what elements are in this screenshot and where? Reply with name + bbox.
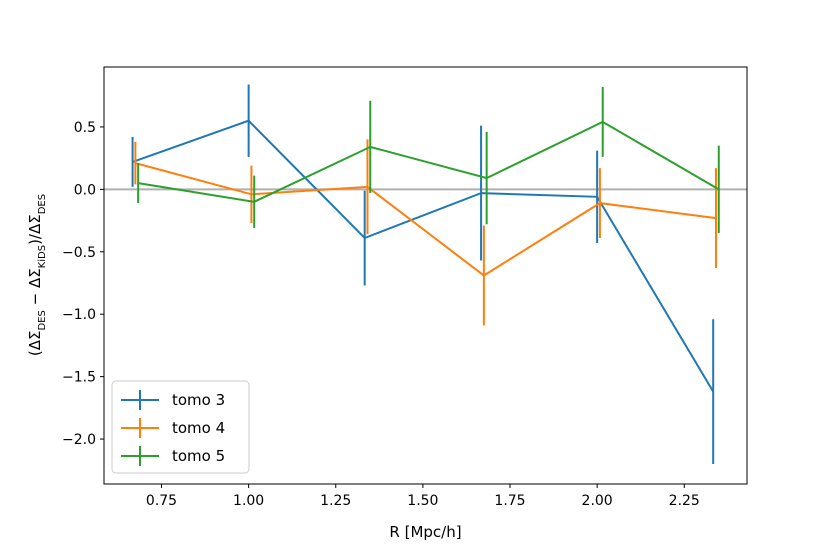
x-axis-label: R [Mpc/h] (389, 523, 461, 541)
x-tick-label-7: 2.25 (669, 493, 700, 509)
y-axis-label: (ΔΣDES − ΔΣKiDS)/ΔΣDES (26, 194, 48, 356)
legend-label-3: tomo 5 (172, 447, 225, 465)
series-line-2 (135, 162, 717, 277)
y-tick-label-1: 0.5 (74, 120, 96, 136)
x-tick-label-3: 1.25 (320, 493, 351, 509)
x-tick-label-4: 1.50 (407, 493, 438, 509)
legend-label-2: tomo 4 (172, 419, 225, 437)
plot-area (104, 84, 747, 465)
y-tick-label-2: 0.0 (74, 182, 96, 198)
x-tick-label-1: 0.75 (146, 493, 177, 509)
x-tick-label-2: 1.00 (233, 493, 264, 509)
y-tick-label-5: −1.5 (62, 370, 96, 386)
y-tick-label-6: −2.0 (62, 432, 96, 448)
legend-label-1: tomo 3 (172, 391, 225, 409)
legend: tomo 3 tomo 4 tomo 5 (111, 380, 250, 474)
x-tick-label-6: 2.00 (582, 493, 613, 509)
legend-box (111, 380, 250, 474)
plot-frame (103, 66, 748, 485)
series-line-1 (132, 119, 715, 393)
y-tick-label-3: −0.5 (62, 245, 96, 261)
y-tick-label-4: −1.0 (62, 307, 96, 323)
axes: 0.75 1.00 1.25 1.50 1.75 2.00 2.25 0.5 0.0 −0.5 −1… (62, 120, 700, 509)
x-tick-label-5: 1.75 (494, 493, 525, 509)
series-line-3 (138, 120, 720, 203)
svg-text:(ΔΣDES − ΔΣKiDS)/ΔΣDES: (ΔΣDES − ΔΣKiDS)/ΔΣDES (26, 194, 48, 356)
